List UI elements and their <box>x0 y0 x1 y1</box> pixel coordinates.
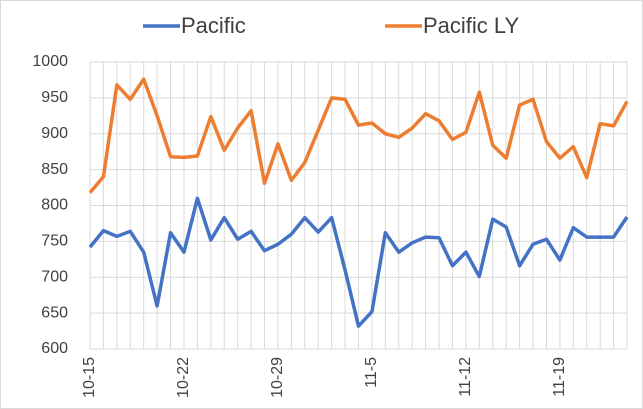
x-tick-label: 10-15 <box>81 357 98 398</box>
x-tick-label: 11-12 <box>457 357 474 397</box>
x-tick-label: 10-29 <box>269 357 286 398</box>
y-tick-label: 1000 <box>32 53 68 70</box>
x-tick-label: 10-22 <box>175 357 192 398</box>
legend-label: Pacific <box>181 13 246 38</box>
legend-label: Pacific LY <box>423 13 520 38</box>
series-line <box>88 196 629 328</box>
y-tick-label: 900 <box>41 125 68 142</box>
y-tick-label: 600 <box>41 340 68 357</box>
x-tick-label: 11-19 <box>551 357 568 397</box>
y-tick-label: 950 <box>41 89 68 106</box>
y-tick-label: 850 <box>41 161 68 178</box>
x-tick-label: 11-5 <box>363 357 380 388</box>
y-tick-label: 700 <box>41 268 68 285</box>
y-tick-label: 750 <box>41 233 68 250</box>
y-tick-label: 650 <box>41 304 68 321</box>
series-line <box>88 77 629 194</box>
y-tick-label: 800 <box>41 197 68 214</box>
